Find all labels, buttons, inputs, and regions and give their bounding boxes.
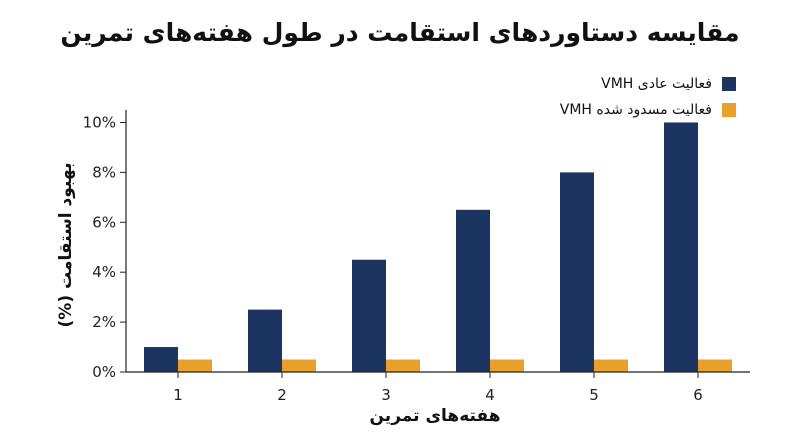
legend-label-normal: فعالیت عادی VMH (601, 76, 712, 92)
x-tick-label: 2 (277, 386, 287, 404)
legend-label-blocked: فعالیت مسدود شده VMH (559, 102, 712, 118)
chart-legend: فعالیت عادی VMH فعالیت مسدود شده VMH (560, 72, 736, 124)
x-tick-label: 3 (381, 386, 391, 404)
y-tick-label: 0% (92, 363, 116, 381)
x-tick-label: 5 (589, 386, 599, 404)
bar-blocked-week-6 (698, 359, 732, 372)
x-axis-label: هفته‌های تمرین (369, 406, 501, 426)
bar-blocked-week-3 (386, 359, 420, 372)
y-tick-label: 2% (92, 313, 116, 331)
chart-title: مقایسه دستاوردهای استقامت در طول هفته‌ها… (60, 18, 740, 47)
bar-normal-week-2 (248, 309, 282, 372)
bar-normal-week-6 (664, 122, 698, 372)
bar-blocked-week-5 (594, 359, 628, 372)
legend-swatch-blocked (722, 103, 736, 117)
bar-normal-week-5 (560, 172, 594, 372)
legend-swatch-normal (722, 77, 736, 91)
x-tick-label: 6 (693, 386, 703, 404)
x-tick-label: 1 (173, 386, 183, 404)
legend-item-normal: فعالیت عادی VMH (560, 72, 736, 96)
bar-normal-week-3 (352, 259, 386, 372)
bar-blocked-week-2 (282, 359, 316, 372)
bar-normal-week-1 (144, 347, 178, 372)
bar-blocked-week-4 (490, 359, 524, 372)
bar-normal-week-4 (456, 209, 490, 372)
y-tick-label: 10% (83, 113, 116, 131)
x-tick-label: 4 (485, 386, 495, 404)
y-tick-label: 4% (92, 263, 116, 281)
y-tick-label: 6% (92, 213, 116, 231)
legend-item-blocked: فعالیت مسدود شده VMH (560, 98, 736, 122)
y-tick-label: 8% (92, 163, 116, 181)
bar-blocked-week-1 (178, 359, 212, 372)
